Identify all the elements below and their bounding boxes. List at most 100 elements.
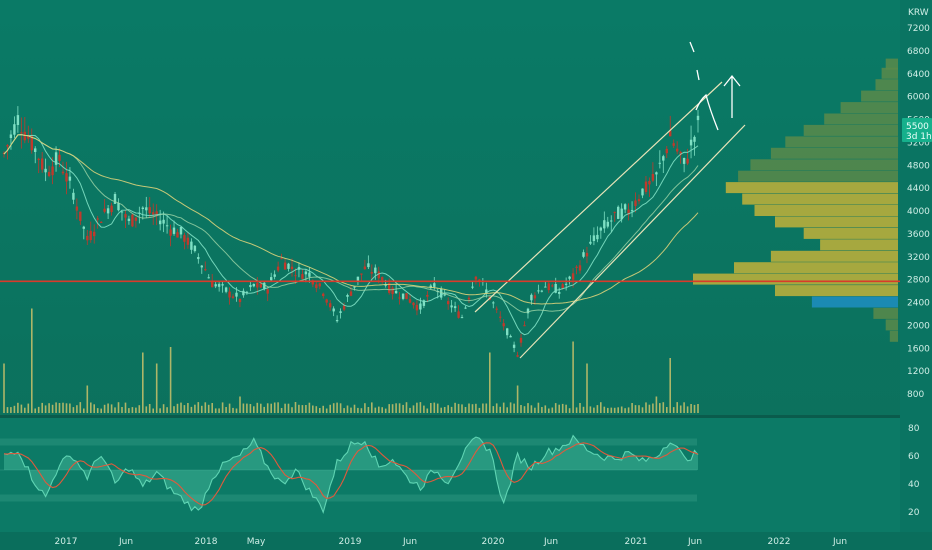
volume-profile-bar [754,205,898,216]
volume-bar [572,341,574,413]
candle-body [315,284,318,289]
volume-bar [218,408,220,413]
candle-body [388,283,391,293]
price-tick-label: 3200 [907,253,930,263]
volume-bar [204,402,207,413]
time-tick-label: 2017 [55,537,78,547]
volume-bar [530,405,533,413]
volume-bar [128,408,130,413]
volume-bar [350,407,352,413]
candle-body [263,282,266,289]
volume-bar [131,407,134,413]
candle-body [512,344,516,348]
volume-bar [221,402,224,413]
volume-bar [443,407,446,413]
volume-bar [110,404,113,413]
candle-body [578,265,582,271]
candle-body [228,291,231,298]
candle-body [519,337,523,343]
candle-body [617,206,620,219]
volume-bar [582,406,585,413]
candle-body [457,311,460,318]
volume-bar [648,404,651,413]
candle-body [20,132,23,134]
volume-bar [558,404,560,413]
candle-body [204,269,207,271]
volume-profile-bar [742,193,898,205]
time-axis[interactable]: 2017 Jun 2018 May 2019 Jun 2020 Jun 2021 Jun 2022 J… [55,537,847,547]
volume-bar [100,408,102,413]
volume-bar [315,406,318,413]
volume-bar [107,403,109,413]
channel-lower-line[interactable] [519,124,746,359]
candle-body [283,262,287,270]
projection-dash[interactable] [689,41,700,81]
candle-body [23,131,26,141]
indicator-oscillator [0,434,699,515]
volume-bar [10,407,12,413]
volume-profile-bar [875,79,899,91]
candle-body [547,283,550,291]
candle-body [620,208,623,220]
volume-bar [72,407,75,413]
volume-bar [478,407,481,413]
volume-bar [471,404,474,413]
candle-body [294,275,297,277]
candle-body [662,156,665,161]
candle-body [613,211,616,213]
volume-bar [638,405,640,413]
volume-profile-bar [734,262,898,274]
candle-body [564,283,568,285]
volume-bar [367,407,370,413]
candle-body [141,207,144,209]
candle-body [346,295,349,297]
volume-bar [3,363,5,413]
candle-body [405,293,408,300]
volume-bar [332,403,335,413]
volume-bar [523,406,526,413]
countdown-label: 3d 1h [906,132,932,142]
volume-bar [624,408,626,413]
indicator-axis[interactable]: 20 40 60 80 [908,424,920,518]
candle-body [644,181,648,192]
volume-bar [610,407,613,413]
price-tick-label: 1600 [907,344,930,354]
volume-bar [475,403,477,413]
candle-body [370,272,373,274]
price-tick-label: 1200 [907,367,930,377]
volume-bar [266,403,269,413]
projection-arc[interactable] [695,93,719,131]
volume-bar [534,407,536,413]
volume-bar [294,402,297,413]
candle-body [131,214,134,227]
upward-arrow-icon[interactable] [723,74,741,118]
candle-body [75,206,79,211]
candle-body [214,284,217,287]
volume-bar [319,408,321,413]
volume-bar [6,407,9,413]
candle-body [197,257,200,260]
candle-body [582,252,585,257]
volume-bar [260,403,262,413]
candle-body [304,271,308,275]
volume-bar [284,403,286,413]
volume-bar [655,396,658,413]
candle-body [540,290,543,292]
volume-bar [148,404,151,413]
volume-bar [450,406,453,413]
candle-body [221,284,224,286]
candle-body [655,172,658,175]
volume-bar [301,405,304,413]
volume-bar [686,406,689,413]
trend-channel-drawing[interactable] [474,41,746,359]
channel-upper-line[interactable] [474,81,723,313]
volume-bar [90,402,92,413]
volume-profile [693,58,899,342]
volume-bar [627,407,630,413]
candle-body [506,328,509,336]
volume-bar [391,404,394,413]
volume-profile-bar [785,136,899,148]
candle-body [353,286,356,288]
candle-body [689,139,693,146]
